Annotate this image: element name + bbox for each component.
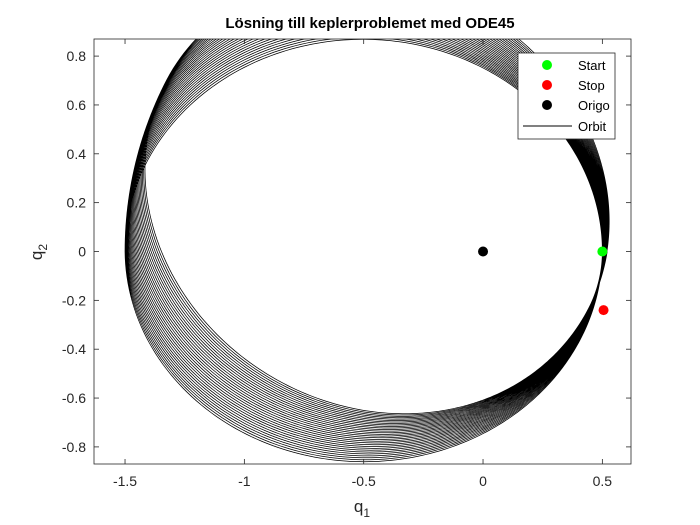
y-tick-label: 0.4 [67, 146, 87, 162]
y-tick-label: -0.4 [62, 341, 86, 357]
x-tick-label: -0.5 [352, 473, 376, 489]
x-tick-label: -1.5 [113, 473, 137, 489]
y-tick-label: -0.2 [62, 292, 86, 308]
legend-orbit-label: Orbit [578, 119, 607, 134]
x-axis-label: q1 [354, 497, 370, 520]
origin-marker [478, 246, 489, 257]
y-axis-label-main: q [27, 251, 46, 260]
legend-stop-label: Stop [578, 78, 605, 93]
x-tick-label: 0.5 [593, 473, 613, 489]
start-marker [597, 246, 608, 257]
x-axis-label-main: q [354, 497, 363, 516]
y-tick-label: 0 [78, 244, 86, 260]
legend-origin-label: Origo [578, 98, 610, 113]
legend-stop-marker [542, 80, 552, 90]
y-axis-label-sub: 2 [36, 244, 50, 251]
axes: -1.5 -1 -0.5 0 0.5 -0.8 -0.6 -0.4 -0.2 0 0.2 0.4 0.6… [62, 38, 632, 489]
chart-title: Lösning till keplerproblemet med ODE45 [225, 15, 514, 32]
y-tick-label: 0.8 [67, 48, 87, 64]
legend: Start Stop Origo Orbit [517, 52, 616, 140]
x-axis-label-sub: 1 [363, 506, 370, 520]
stop-marker [598, 305, 609, 316]
legend-box [517, 52, 616, 140]
marker-layer [478, 246, 609, 316]
x-tick-label: 0 [479, 473, 487, 489]
legend-start-label: Start [578, 58, 606, 73]
y-tick-label: 0.2 [67, 195, 87, 211]
y-axis-label: q2 [27, 244, 50, 260]
y-tick-label: -0.6 [62, 390, 86, 406]
legend-origin-marker [542, 100, 552, 110]
legend-start-marker [542, 60, 552, 70]
y-tick-label: 0.6 [67, 97, 87, 113]
x-tick-label: -1 [238, 473, 251, 489]
y-tick-label: -0.8 [62, 439, 86, 455]
